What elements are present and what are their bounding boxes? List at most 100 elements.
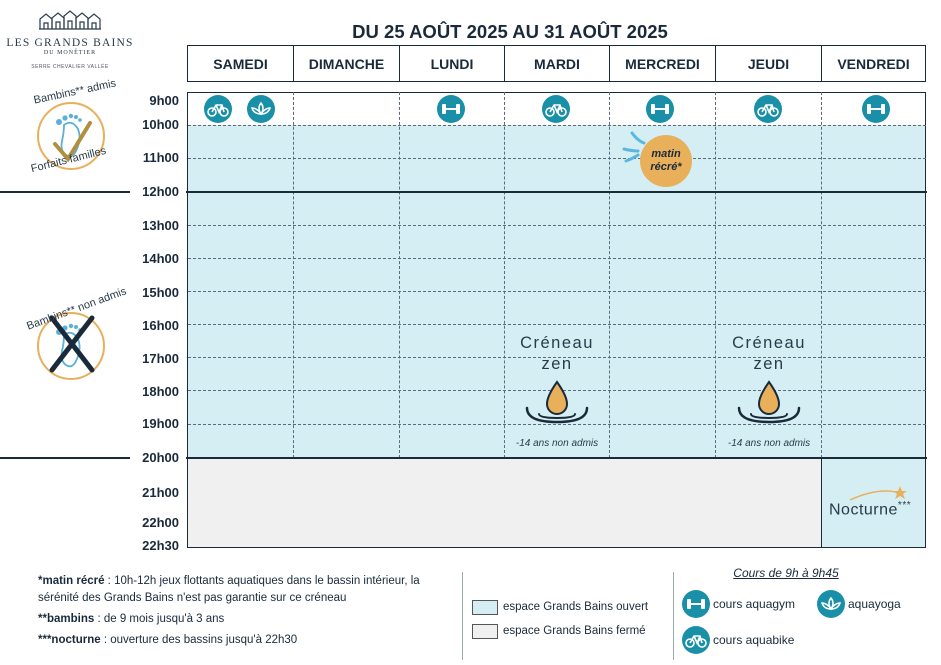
aquagym-icon [862,95,890,123]
day-header-lundi: LUNDI [399,45,504,82]
logo-subtitle: DU MONÊTIER [43,50,97,56]
grid-column-divider [293,92,294,458]
time-label: 13h00 [142,218,179,233]
evening-separator [186,457,927,459]
time-label: 18h00 [142,384,179,399]
legend-open-label: espace Grands Bains ouvert [503,601,649,613]
day-header-mardi: MARDI [504,45,609,82]
matin-recre-badge [622,131,692,187]
footnote-text: : ouverture des bassins jusqu'à 22h30 [100,634,298,646]
water-drop-icon [737,380,801,424]
aquayoga-icon [247,95,275,123]
open-zone-nocturne [821,458,926,548]
grid-row-divider [188,158,926,159]
aquabike-icon [204,95,232,123]
aquagym-icon [682,590,710,618]
time-label: 21h00 [142,485,179,500]
day-header-samedi: SAMEDI [187,45,293,82]
creneau-line1: Créneau [520,334,594,352]
noon-separator [0,191,130,193]
logo-location: SERRE CHEVALIER VALLÉE [31,64,109,70]
creneau-zen-note: -14 ans non admis [727,438,811,449]
footnote-bambins: **bambins : de 9 mois jusqu'à 3 ans [38,611,458,628]
footnote-key: ***nocturne [38,634,101,646]
aquabike-icon [754,95,782,123]
creneau-zen-title: Créneau zen [505,333,609,375]
grid-border [187,92,926,548]
aquabike-icon [542,95,570,123]
legend-open-swatch [472,600,498,615]
water-drop-icon [525,380,589,424]
time-label: 12h00 [142,184,179,199]
time-label: 20h00 [142,450,179,465]
cours-aquayoga-label: aquayoga [848,597,901,611]
day-header-jeudi: JEUDI [715,45,821,82]
time-label: 22h30 [142,538,179,553]
nocturne-label: Nocturne*** [829,500,911,519]
footnote-text: : 10h-12h jeux flottants aquatiques dans… [38,575,420,604]
day-header-mercredi: MERCREDI [609,45,715,82]
aquagym-icon [646,95,674,123]
footnote-key: **bambins [38,613,95,625]
legend-closed-label: espace Grands Bains fermé [503,625,646,637]
grid-row-divider [188,225,926,226]
bambins-admis-badge [37,102,105,170]
grid-row-divider [188,258,926,259]
footnote-matin-recre: *matin récré : 10h-12h jeux flottants aq… [38,573,458,607]
time-label: 19h00 [142,416,179,431]
noon-separator [186,191,927,193]
building-icon [39,10,101,30]
footer-divider [462,572,463,660]
footnote-key: *matin récré [38,575,105,587]
aquagym-icon [437,95,465,123]
grid-row-divider [188,424,926,425]
creneau-zen-title: Créneau zen [717,333,821,375]
grid-row-divider [188,324,926,325]
creneau-line2: zen [753,355,785,373]
closed-zone-evening [188,458,821,548]
grid-column-divider [609,92,610,458]
footnote-text: : de 9 mois jusqu'à 3 ans [94,613,225,625]
day-header-vendredi: VENDREDI [821,45,926,82]
creneau-zen-note: -14 ans non admis [515,438,599,449]
time-label: 17h00 [142,351,179,366]
bambins-non-admis-badge [37,312,105,380]
creneau-line1: Créneau [732,334,806,352]
time-label: 14h00 [142,251,179,266]
cours-aquabike-label: cours aquabike [713,633,795,647]
time-label: 10h00 [142,117,179,132]
day-header-dimanche: DIMANCHE [293,45,399,82]
cours-aquagym-label: cours aquagym [713,597,796,611]
creneau-line2: zen [541,355,573,373]
nocturne-text: Nocturne [829,501,898,519]
time-label: 15h00 [142,285,179,300]
aquayoga-icon [817,590,845,618]
grid-column-divider [504,92,505,458]
grid-column-divider [821,92,822,458]
page-title: DU 25 AOÛT 2025 AU 31 AOÛT 2025 [352,21,668,42]
time-label: 9h00 [149,93,179,108]
matin-recre-label: matin récré* [640,148,692,174]
evening-separator [0,457,130,459]
logo-name: LES GRANDS BAINS [6,37,134,49]
legend-closed-swatch [472,624,498,639]
nocturne-column-divider [821,458,822,548]
aquabike-icon [682,626,710,654]
grid-column-divider [399,92,400,458]
matin-recre-line1: matin [651,148,681,160]
footnotes: *matin récré : 10h-12h jeux flottants aq… [38,573,458,653]
shooting-star-icon [849,486,907,501]
grid-column-divider [715,92,716,458]
nocturne-mark: *** [897,500,912,511]
matin-recre-line2: récré* [650,161,682,173]
time-label: 11h00 [142,150,179,165]
cours-title: Cours de 9h à 9h45 [733,566,839,580]
grid-row-divider [188,357,926,358]
time-label: 16h00 [142,318,179,333]
grid-row-divider [188,291,926,292]
time-label: 22h00 [142,515,179,530]
footnote-nocturne: ***nocturne : ouverture des bassins jusq… [38,632,458,649]
logo: LES GRANDS BAINS DU MONÊTIER SERRE CHEVA… [0,10,140,70]
grid-row-divider [188,125,926,126]
footer-divider [673,572,674,660]
